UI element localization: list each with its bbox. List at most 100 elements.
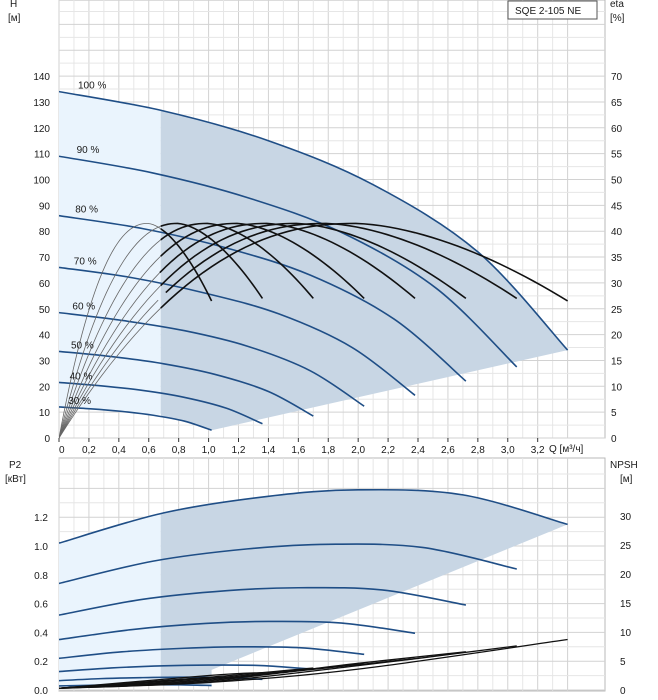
y-tick-label-eta: 30: [611, 279, 623, 290]
speed-label: 40 %: [70, 371, 93, 382]
x-tick-label: 3,2: [531, 445, 545, 456]
y-tick-label-head: 130: [33, 98, 50, 109]
head-curve: [59, 381, 263, 425]
speed-label: 60 %: [72, 302, 95, 313]
y-tick-label-npsh: 10: [620, 628, 632, 639]
y-tick-label-head: 50: [39, 305, 51, 316]
operating-range: [160, 110, 568, 431]
speed-label: 30 %: [68, 396, 91, 407]
x-tick-label: 1,4: [261, 445, 275, 456]
y-axis-unit-power: [кВт]: [5, 474, 26, 485]
y-tick-label-eta: 15: [611, 356, 623, 367]
efficiency-curve-low: [59, 285, 162, 438]
y-tick-label-eta: 0: [611, 434, 617, 445]
efficiency-curve: [160, 222, 365, 299]
power-curve: [59, 543, 517, 585]
y-tick-label-eta: 60: [611, 124, 623, 135]
x-tick-label: 1,2: [232, 445, 246, 456]
y-tick-label-eta: 40: [611, 227, 623, 238]
min-flow-region-bottom: [59, 513, 161, 686]
operating-range-bottom: [160, 489, 568, 686]
bottom-y-ticks-left: 0.0 0.2 0.4 0.6 0.8 1.0 1.2: [34, 513, 48, 697]
x-tick-label: 0,6: [142, 445, 156, 456]
y-tick-label-eta: 45: [611, 201, 623, 212]
x-tick-label: 0,2: [82, 445, 96, 456]
head-curve: [59, 406, 212, 432]
efficiency-curve: [159, 222, 416, 300]
efficiency-curve: [160, 222, 264, 299]
y-tick-label-head: 20: [39, 382, 51, 393]
y-tick-label-head: 140: [33, 72, 50, 83]
operating-area-bottom: [160, 489, 568, 686]
y-tick-label-head: 110: [34, 150, 50, 161]
y-tick-label-eta: 50: [611, 176, 623, 187]
x-tick-label: 2,8: [471, 445, 485, 456]
y-tick-label-power: 0.2: [34, 657, 48, 668]
top-y-ticks-left: 0 10 20 30 40 50 60 70 80 90 100 110 120 130 140: [33, 72, 50, 445]
y-tick-label-head: 40: [39, 331, 51, 342]
head-curve: [59, 266, 416, 396]
model-name: SQE 2-105 NE: [515, 6, 581, 17]
head-efficiency-panel: 100 % 90 % 80 % 70 % 60 % 50 % 40 % 30 % 0 0,2 0,…: [8, 0, 625, 456]
head-curve: [59, 155, 518, 368]
efficiency-curve: [160, 222, 314, 299]
efficiency-curve-low: [59, 223, 161, 438]
y-tick-label-eta: 10: [611, 382, 623, 393]
y-tick-label-head: 90: [39, 201, 51, 212]
npsh-curve: [59, 676, 212, 689]
power-curve: [59, 620, 416, 641]
power-curve: [59, 488, 568, 544]
y-tick-label-head: 100: [33, 176, 50, 187]
y-tick-label-npsh: 30: [620, 512, 632, 523]
y-tick-label-power: 1.2: [34, 513, 48, 524]
y-tick-label-eta: 35: [611, 253, 623, 264]
efficiency-curve-low: [59, 307, 162, 438]
y-tick-label-eta: 25: [611, 305, 623, 316]
efficiency-curve: [160, 222, 467, 300]
y-tick-label-power: 1.0: [34, 542, 48, 553]
y-tick-label-head: 60: [39, 279, 51, 290]
y-tick-label-head: 0: [44, 434, 50, 445]
speed-label: 70 %: [74, 256, 97, 267]
y-tick-label-head: 120: [33, 124, 50, 135]
y-tick-label-head: 80: [39, 227, 51, 238]
y-tick-label-npsh: 0: [620, 686, 626, 697]
speed-label: 50 %: [71, 340, 94, 351]
y-tick-label-npsh: 5: [620, 657, 626, 668]
model-box: [507, 0, 598, 20]
power-npsh-panel: 0.0 0.2 0.4 0.6 0.8 1.0 1.2 0 5 10 15 20 25 30 P2 [к…: [5, 457, 638, 697]
y-tick-label-power: 0.4: [34, 628, 48, 639]
x-tick-label: 2,4: [411, 445, 425, 456]
y-tick-label-head: 70: [39, 253, 51, 264]
efficiency-curves: [59, 222, 569, 438]
x-tick-label: 0: [59, 445, 65, 456]
npsh-curves: [59, 638, 568, 689]
x-tick-label: 2,6: [441, 445, 455, 456]
operating-area: [160, 110, 568, 431]
speed-label: 80 %: [75, 205, 98, 216]
efficiency-curve: [160, 228, 213, 302]
y-tick-label-head: 30: [39, 356, 51, 367]
y-tick-label-power: 0.8: [34, 571, 48, 582]
speed-labels: 100 % 90 % 80 % 70 % 60 % 50 % 40 % 30 %: [68, 81, 106, 407]
power-curve: [59, 664, 314, 673]
low-flow-band-bottom: [59, 513, 161, 686]
y-axis-label-npsh: NPSH: [610, 460, 638, 471]
efficiency-curve-low: [59, 239, 161, 438]
y-tick-label-eta: 5: [611, 408, 617, 419]
x-tick-label: 0,8: [172, 445, 186, 456]
efficiency-curve-low: [59, 272, 161, 438]
y-axis-label-head: H: [10, 0, 17, 10]
y-tick-label-power: 0.6: [34, 600, 48, 611]
efficiency-curve-low: [59, 299, 159, 438]
top-x-ticks: 0 0,2 0,4 0,6 0,8 1,0 1,2 1,4 1,6 1,8 2,0 2,2 2,4 2,6…: [58, 438, 545, 456]
power-curve: [59, 586, 467, 616]
y-axis-unit-head: [м]: [8, 13, 21, 24]
y-axis-unit-npsh: [м]: [620, 474, 633, 485]
y-tick-label-npsh: 20: [620, 570, 632, 581]
x-axis-label: Q [м³/ч]: [549, 444, 584, 455]
efficiency-curve-low: [59, 225, 161, 438]
efficiency-curve: [165, 222, 518, 300]
efficiency-curve-low: [59, 255, 162, 438]
y-tick-label-eta: 70: [611, 72, 623, 83]
